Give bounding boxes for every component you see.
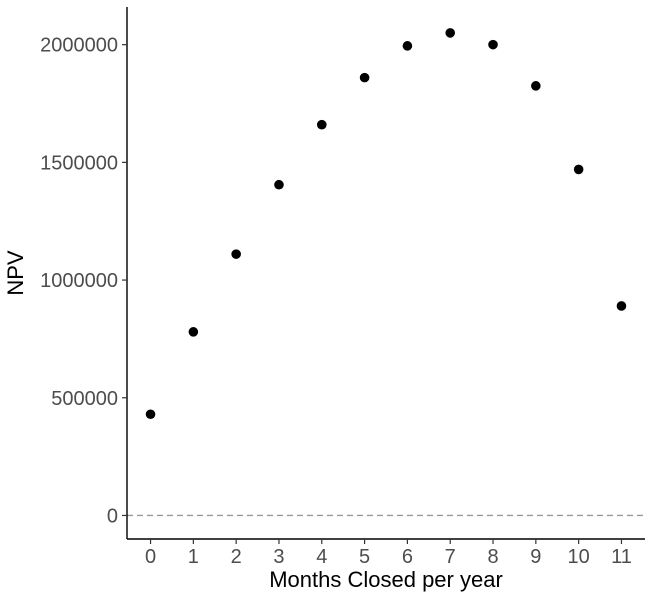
- data-point: [445, 28, 456, 38]
- y-axis-title: NPV: [3, 250, 28, 296]
- x-tick-label: 9: [530, 546, 541, 568]
- x-tick-label: 4: [316, 546, 327, 568]
- y-tick-label: 1500000: [40, 152, 118, 174]
- data-point: [145, 409, 156, 420]
- y-tick-label: 2000000: [40, 35, 118, 57]
- data-point: [316, 119, 327, 130]
- x-tick-label: 11: [611, 546, 632, 568]
- x-tick-label: 6: [402, 546, 413, 568]
- x-tick-label: 3: [273, 546, 284, 568]
- x-tick-label: 2: [231, 546, 242, 568]
- data-point: [359, 72, 370, 83]
- x-tick-label: 8: [487, 546, 498, 568]
- data-point: [573, 164, 584, 175]
- data-point: [274, 179, 284, 190]
- x-tick-label: 0: [145, 546, 156, 568]
- y-tick-label: 500000: [51, 388, 118, 410]
- y-tick-label: 0: [107, 505, 118, 527]
- data-point: [488, 39, 498, 50]
- x-tick-label: 7: [445, 546, 456, 568]
- y-axis-ticks: 0 500000 1000000 1500000 2000000: [40, 35, 127, 527]
- data-point: [531, 81, 541, 91]
- y-tick-label: 1000000: [40, 270, 118, 292]
- x-axis-ticks: 0 1 2 3 4 5 6 7 8 9 10 11: [145, 539, 632, 568]
- data-point: [616, 301, 627, 311]
- x-tick-label: 1: [188, 546, 199, 568]
- data-points: [145, 28, 627, 420]
- data-point: [402, 41, 413, 51]
- x-tick-label: 5: [359, 546, 370, 568]
- data-point: [188, 327, 199, 337]
- axes: [126, 7, 645, 540]
- data-point: [231, 249, 241, 259]
- x-axis-title: Months Closed per year: [269, 567, 503, 592]
- x-tick-label: 10: [568, 546, 590, 568]
